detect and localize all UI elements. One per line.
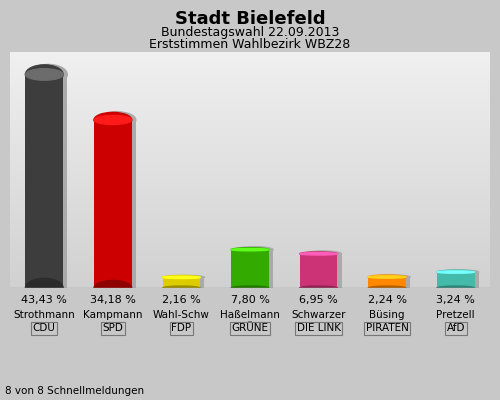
Ellipse shape <box>94 112 132 128</box>
Text: Kampmann: Kampmann <box>83 310 142 320</box>
Ellipse shape <box>441 270 478 274</box>
Ellipse shape <box>162 276 200 279</box>
Text: Bundestagswahl 22.09.2013: Bundestagswahl 22.09.2013 <box>161 26 339 39</box>
Text: 34,18 %: 34,18 % <box>90 295 136 305</box>
Ellipse shape <box>437 271 474 273</box>
Ellipse shape <box>304 251 342 257</box>
Text: Haßelmann: Haßelmann <box>220 310 280 320</box>
Text: 3,24 %: 3,24 % <box>436 295 475 305</box>
Text: 8 von 8 Schnellmeldungen: 8 von 8 Schnellmeldungen <box>5 386 144 396</box>
Bar <box>368 277 406 288</box>
Ellipse shape <box>231 248 269 252</box>
Text: FDP: FDP <box>172 323 192 333</box>
Text: 43,43 %: 43,43 % <box>22 295 67 305</box>
Ellipse shape <box>300 253 338 255</box>
Text: GRÜNE: GRÜNE <box>232 323 268 333</box>
Text: Erststimmen Wahlbezirk WBZ28: Erststimmen Wahlbezirk WBZ28 <box>150 38 350 51</box>
Ellipse shape <box>372 275 410 279</box>
Bar <box>231 250 269 288</box>
Text: Büsing: Büsing <box>370 310 405 320</box>
Ellipse shape <box>26 69 63 80</box>
Text: PIRATEN: PIRATEN <box>366 323 408 333</box>
Ellipse shape <box>368 275 406 279</box>
Ellipse shape <box>368 276 406 278</box>
Ellipse shape <box>94 116 132 124</box>
Ellipse shape <box>231 286 269 290</box>
Bar <box>372 277 410 288</box>
Text: 6,95 %: 6,95 % <box>299 295 338 305</box>
Ellipse shape <box>30 64 68 84</box>
Text: 7,80 %: 7,80 % <box>230 295 270 305</box>
Ellipse shape <box>26 65 63 84</box>
Text: Strothmann: Strothmann <box>14 310 75 320</box>
Ellipse shape <box>300 252 338 256</box>
Text: Pretzell: Pretzell <box>436 310 475 320</box>
Ellipse shape <box>98 112 136 128</box>
Ellipse shape <box>236 247 273 253</box>
Text: Schwarzer: Schwarzer <box>292 310 346 320</box>
Bar <box>166 277 204 288</box>
Bar <box>304 254 342 288</box>
Bar <box>300 254 338 288</box>
Bar <box>162 277 200 288</box>
Ellipse shape <box>300 286 338 290</box>
Text: Stadt Bielefeld: Stadt Bielefeld <box>174 10 326 28</box>
Text: DIE LINK: DIE LINK <box>296 323 341 333</box>
Bar <box>98 120 136 288</box>
Ellipse shape <box>231 248 269 251</box>
Text: AfD: AfD <box>446 323 465 333</box>
Ellipse shape <box>437 270 474 274</box>
Ellipse shape <box>368 286 406 290</box>
Bar <box>94 120 132 288</box>
Text: 2,16 %: 2,16 % <box>162 295 201 305</box>
Bar <box>236 250 273 288</box>
Ellipse shape <box>162 286 200 290</box>
Ellipse shape <box>26 278 63 298</box>
Text: SPD: SPD <box>102 323 124 333</box>
Ellipse shape <box>94 280 132 296</box>
Text: Wahl-Schw: Wahl-Schw <box>153 310 210 320</box>
Ellipse shape <box>437 286 474 290</box>
Bar <box>30 74 68 288</box>
Bar <box>441 272 478 288</box>
Text: CDU: CDU <box>33 323 56 333</box>
Bar <box>26 74 63 288</box>
Ellipse shape <box>166 276 204 279</box>
Ellipse shape <box>162 276 200 278</box>
Bar <box>437 272 474 288</box>
Text: 2,24 %: 2,24 % <box>368 295 406 305</box>
